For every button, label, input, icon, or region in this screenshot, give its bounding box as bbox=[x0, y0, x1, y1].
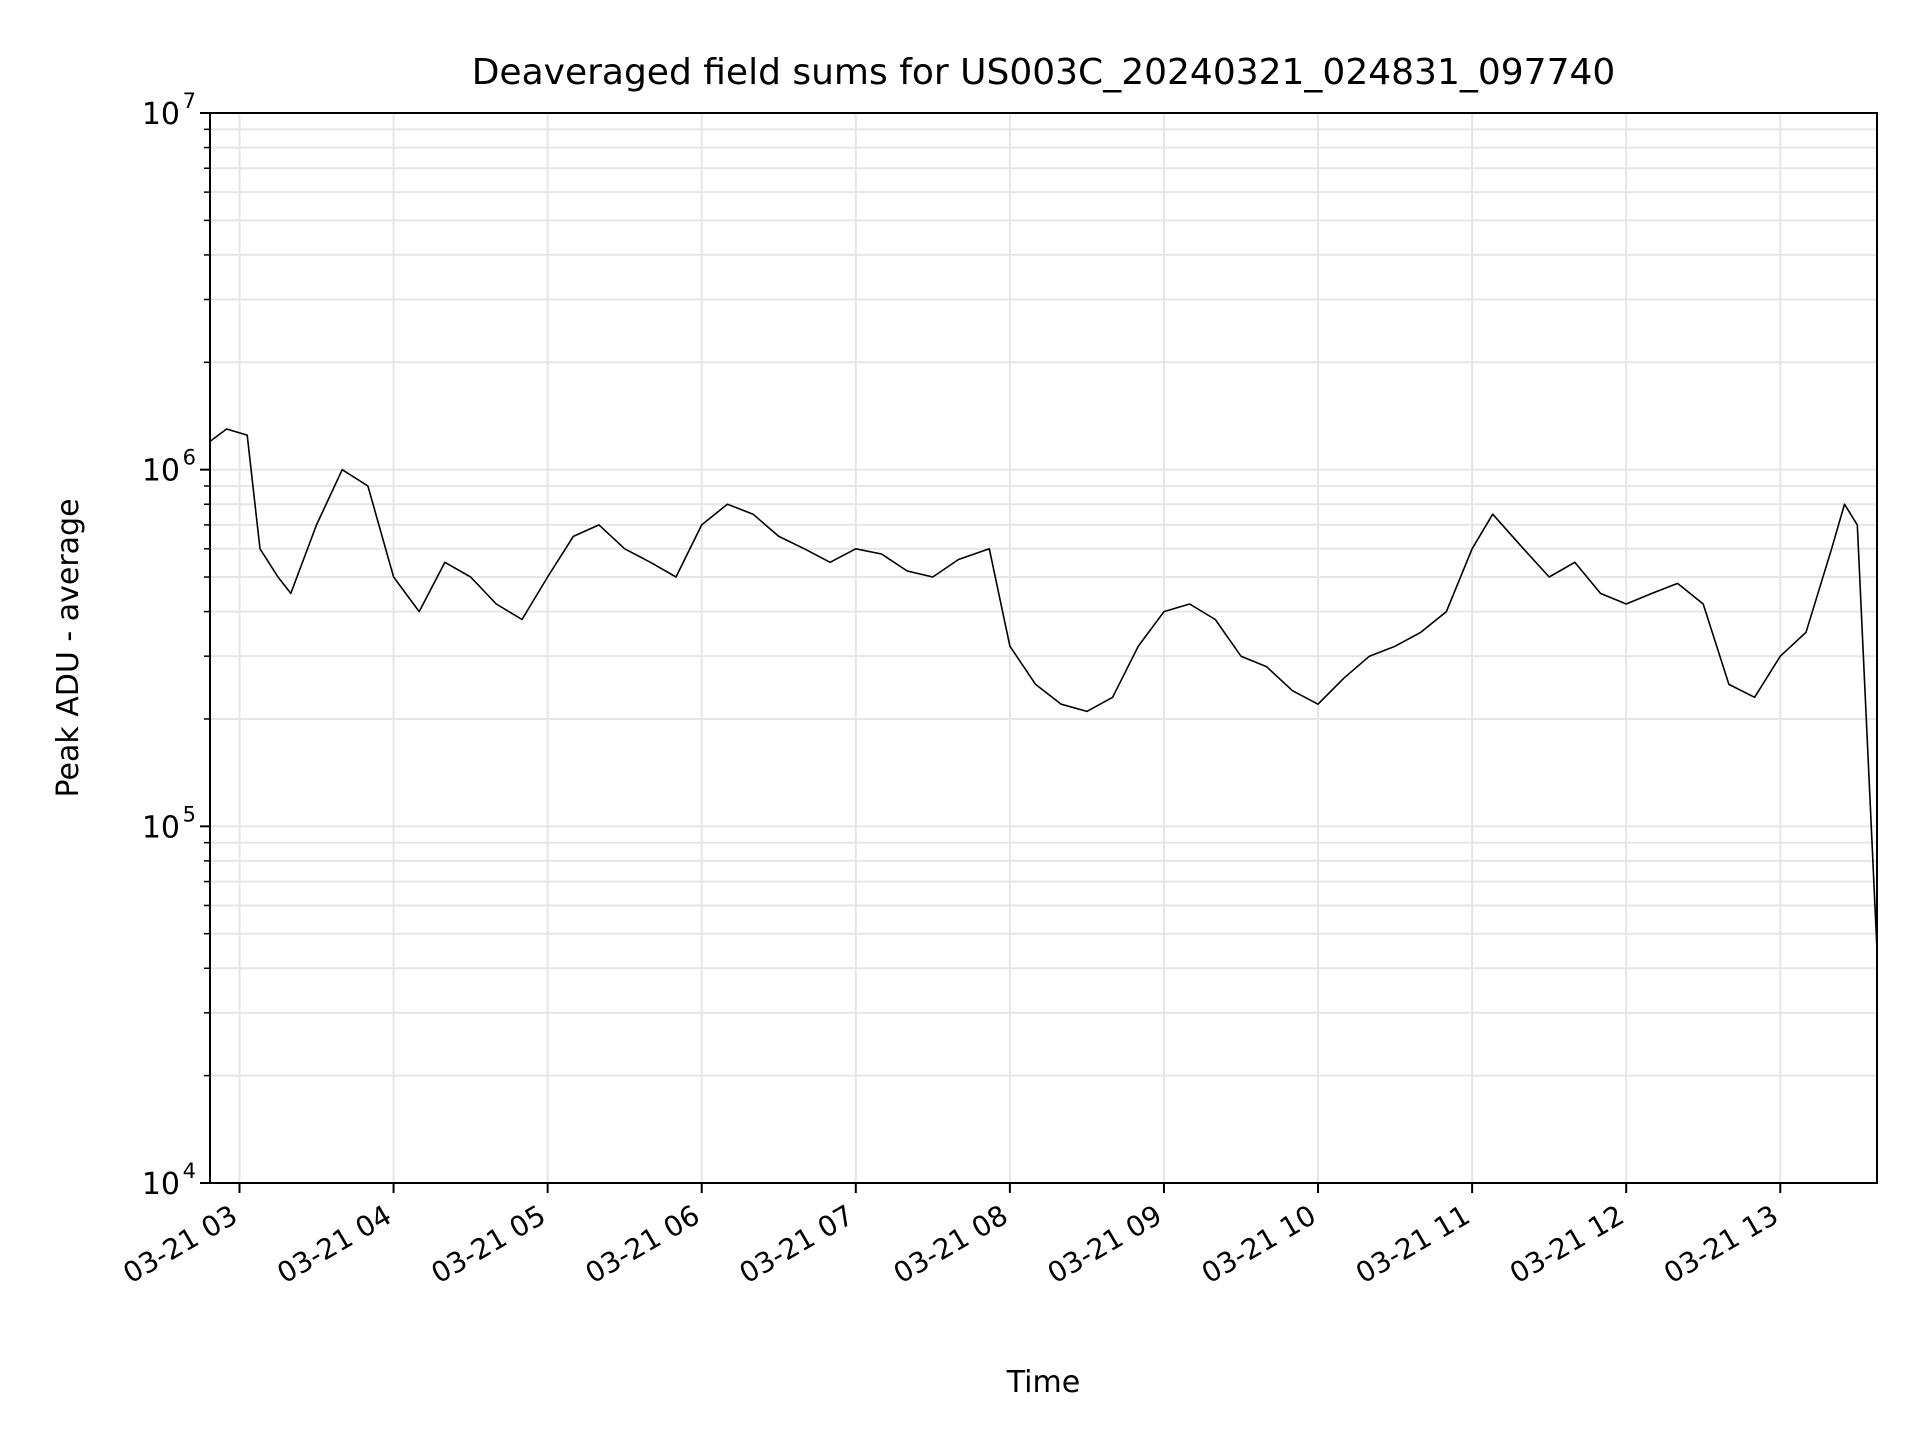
grid-lines bbox=[210, 113, 1877, 1184]
y-tick-exponent: 6 bbox=[183, 446, 196, 470]
series-line bbox=[209, 428, 1878, 951]
y-axis-label: Peak ADU - average bbox=[51, 498, 86, 797]
y-tick-label: 10 bbox=[142, 97, 180, 132]
series-layer bbox=[209, 428, 1878, 951]
y-tick-label: 10 bbox=[142, 1167, 180, 1202]
y-tick-label: 10 bbox=[142, 810, 180, 845]
x-axis-label: Time bbox=[1006, 1365, 1080, 1400]
y-tick-exponent: 4 bbox=[183, 1159, 196, 1183]
y-tick-label: 10 bbox=[142, 454, 180, 489]
y-tick-exponent: 7 bbox=[183, 89, 196, 113]
plot-area-frame bbox=[209, 112, 1878, 1184]
chart-title: Deaveraged field sums for US003C_2024032… bbox=[472, 52, 1616, 93]
y-tick-exponent: 5 bbox=[183, 802, 196, 826]
